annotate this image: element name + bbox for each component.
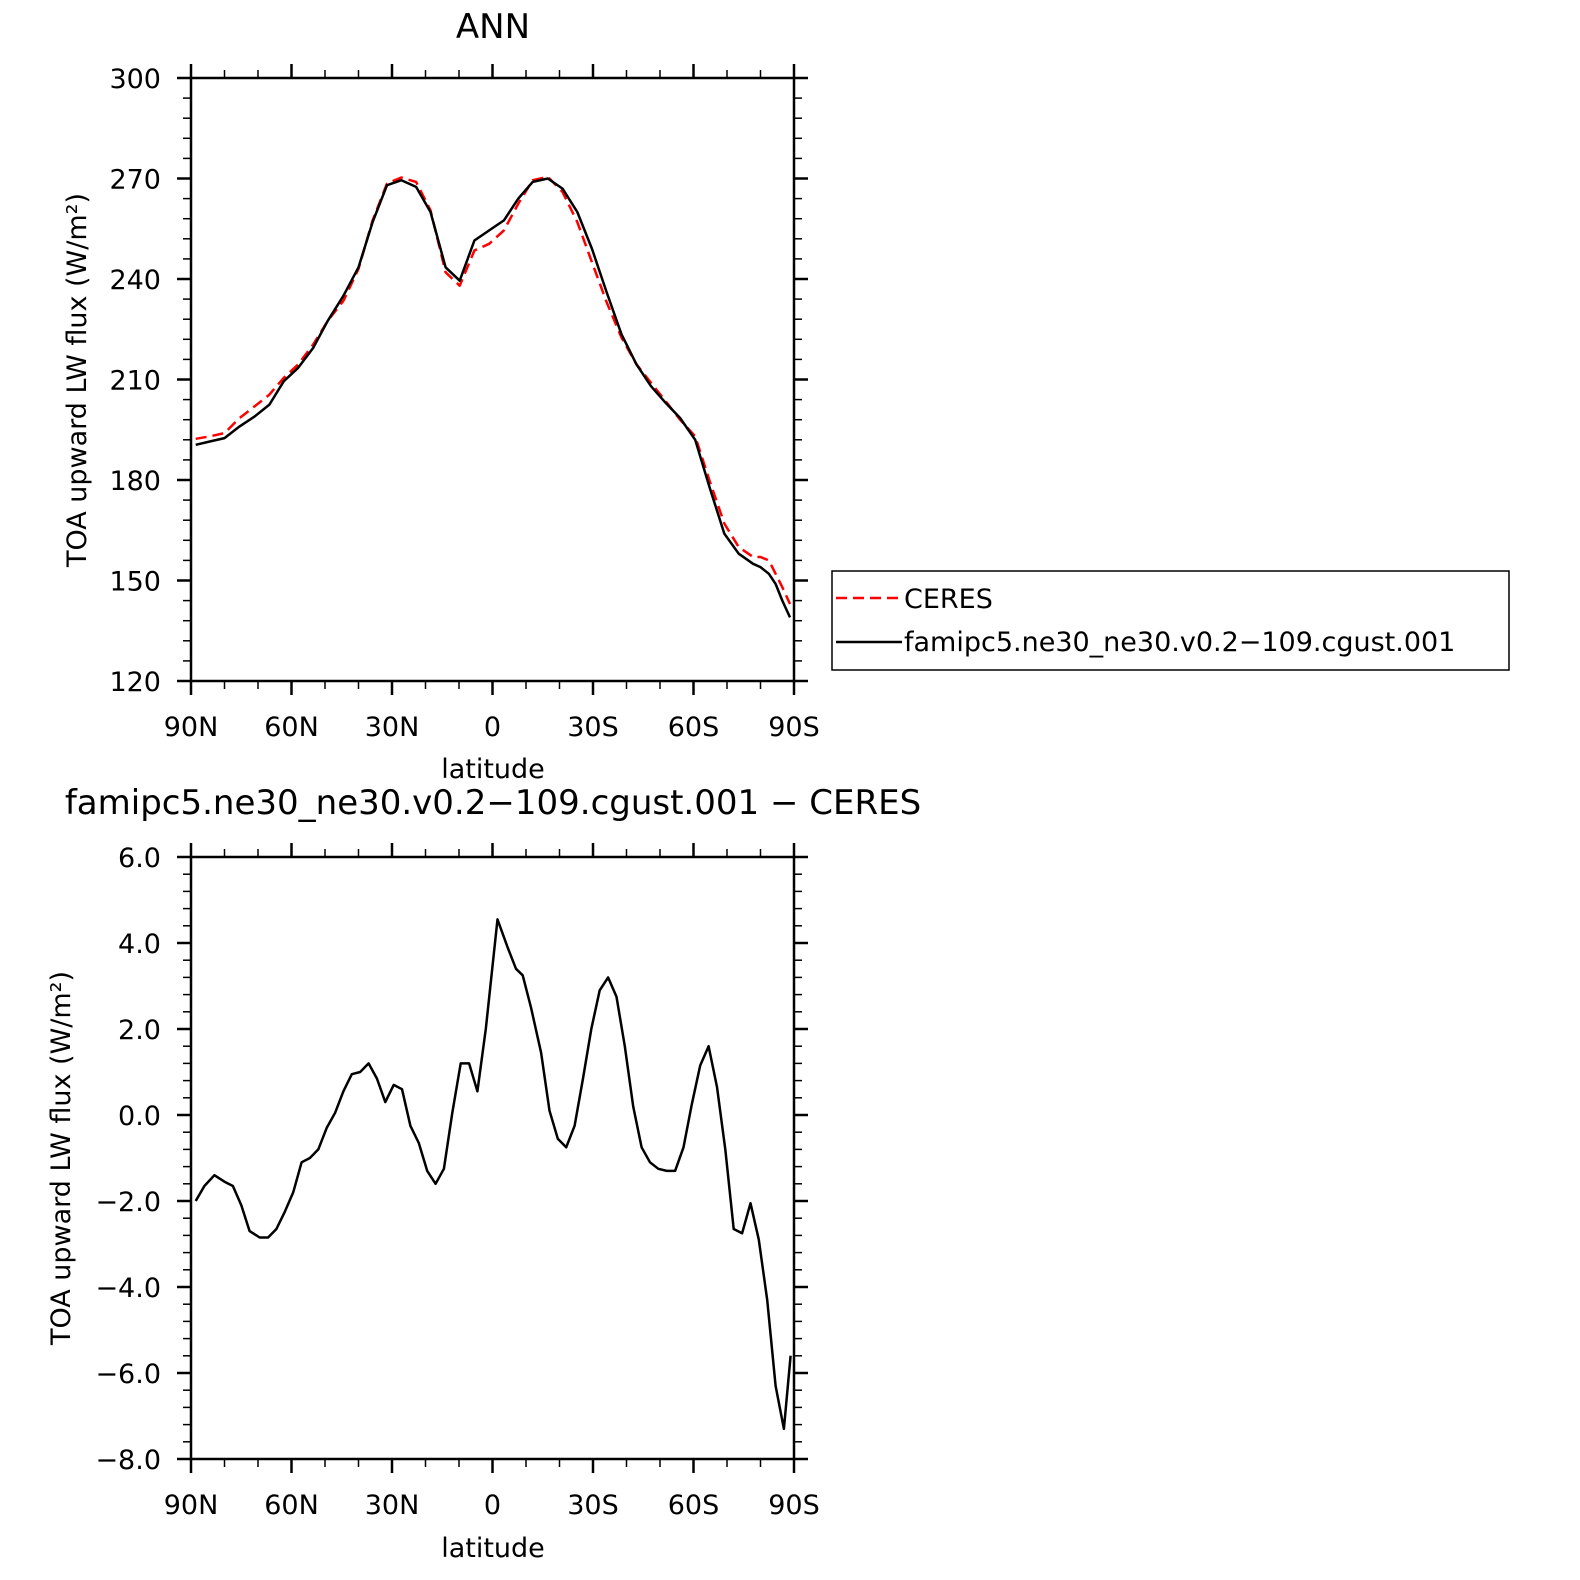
- bottom-ytick-label: 6.0: [118, 843, 161, 874]
- bottom-xtick-label: 60N: [264, 1490, 319, 1521]
- top-series-ceres-line: [195, 175, 792, 605]
- bottom-ytick-label: 4.0: [118, 929, 161, 960]
- top-ytick-label: 120: [109, 667, 161, 698]
- bottom-ytick-label: −6.0: [95, 1359, 161, 1390]
- legend: CERES famipc5.ne30_ne30.v0.2−109.cgust.0…: [831, 570, 1510, 671]
- top-ytick-label: 240: [109, 265, 161, 296]
- top-series-famipc5-line: [195, 177, 792, 618]
- top-ytick-label: 300: [109, 64, 161, 95]
- top-chart: ANN 120 150 180 210 240 270 300 90N 60N 30N 0 30S 60…: [62, 7, 820, 785]
- bottom-plot-frame: [189, 855, 796, 1461]
- bottom-ytick-label: 2.0: [118, 1015, 161, 1046]
- bottom-chart-xlabel: latitude: [441, 1533, 545, 1564]
- bottom-xtick-label: 0: [484, 1490, 501, 1521]
- bottom-xtick-label: 90S: [768, 1490, 820, 1521]
- top-chart-title: ANN: [456, 7, 530, 47]
- top-chart-axes: 120 150 180 210 240 270 300 90N 60N 30N 0 30S 60S 90S: [109, 64, 820, 743]
- bottom-xtick-label: 30N: [365, 1490, 420, 1521]
- legend-label-model: famipc5.ne30_ne30.v0.2−109.cgust.001: [904, 627, 1455, 658]
- legend-label-ceres: CERES: [904, 584, 993, 615]
- top-xtick-label: 0: [484, 712, 501, 743]
- top-ytick-label: 150: [109, 567, 161, 598]
- top-xtick-label: 30S: [567, 712, 619, 743]
- bottom-xtick-label: 30S: [567, 1490, 619, 1521]
- bottom-chart: famipc5.ne30_ne30.v0.2−109.cgust.001 − C…: [46, 783, 921, 1564]
- bottom-ytick-label: 0.0: [118, 1101, 161, 1132]
- top-ytick-label: 210: [109, 366, 161, 397]
- bottom-ytick-label: −8.0: [95, 1445, 161, 1476]
- bottom-xtick-label: 90N: [164, 1490, 219, 1521]
- bottom-ytick-label: −4.0: [95, 1273, 161, 1304]
- bottom-chart-ylabel: TOA upward LW flux (W/m²): [46, 971, 77, 1346]
- top-chart-xlabel: latitude: [441, 754, 545, 785]
- legend-box: [831, 570, 1510, 671]
- top-xtick-label: 90S: [768, 712, 820, 743]
- bottom-chart-title: famipc5.ne30_ne30.v0.2−109.cgust.001 − C…: [65, 783, 921, 823]
- top-xtick-label: 30N: [365, 712, 420, 743]
- bottom-chart-series: [194, 918, 792, 1431]
- bottom-ytick-label: −2.0: [95, 1187, 161, 1218]
- top-xtick-label: 60N: [264, 712, 319, 743]
- top-chart-series: [195, 175, 792, 618]
- top-xtick-label: 90N: [164, 712, 219, 743]
- top-ytick-label: 180: [109, 466, 161, 497]
- top-ytick-label: 270: [109, 165, 161, 196]
- bottom-series-difference-line: [194, 918, 792, 1431]
- bottom-xtick-label: 60S: [668, 1490, 720, 1521]
- top-chart-ylabel: TOA upward LW flux (W/m²): [62, 193, 93, 568]
- bottom-chart-axes: −8.0 −6.0 −4.0 −2.0 0.0 2.0 4.0 6.0 90N 60N 30N 0 30…: [95, 843, 820, 1521]
- top-xtick-label: 60S: [668, 712, 720, 743]
